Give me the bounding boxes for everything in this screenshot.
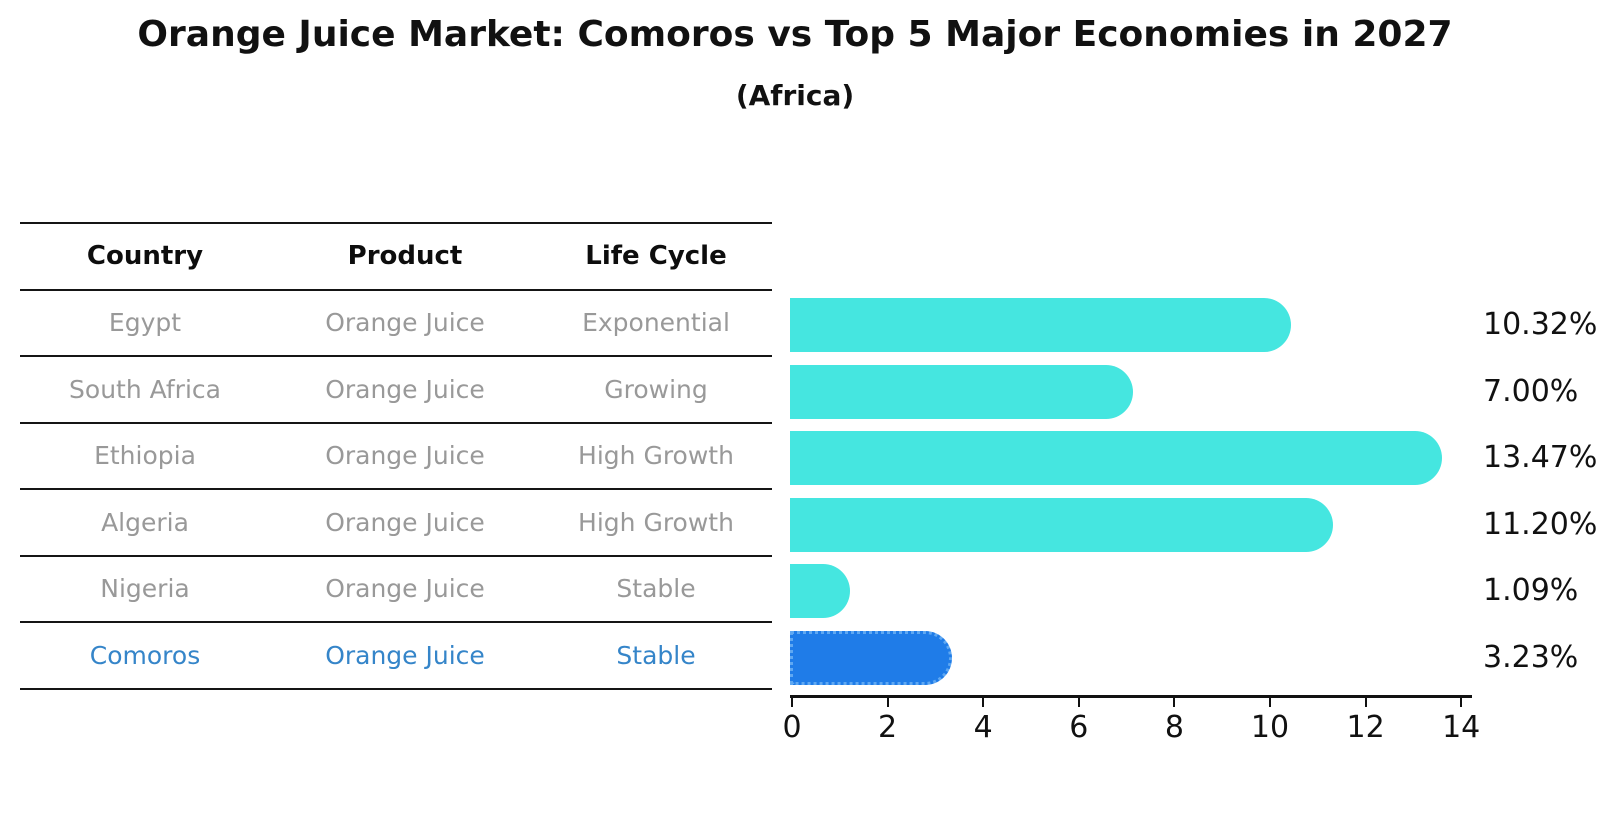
bar [790, 497, 1334, 552]
table-row: Comoros Orange Juice Stable [20, 623, 772, 690]
bar-highlight-comoros [790, 631, 953, 685]
bar [790, 431, 1442, 486]
value-label: 10.32% [1483, 307, 1598, 342]
x-axis-tick [791, 698, 793, 707]
table-cell: High Growth [578, 441, 734, 471]
value-label: 3.23% [1483, 640, 1579, 675]
table-cell: Comoros [89, 640, 201, 670]
x-axis-tick-label: 0 [782, 710, 802, 745]
x-axis-tick [1077, 698, 1080, 707]
x-axis-tick [982, 698, 985, 707]
table-cell: Orange Juice [325, 374, 485, 404]
x-axis-tick-label: 12 [1346, 710, 1385, 745]
table-cell: Growing [604, 374, 708, 404]
table-cell: Orange Juice [325, 640, 485, 670]
country-table: Country Product Life Cycle Egypt Orange Juic… [20, 222, 772, 690]
table-cell: Orange Juice [325, 507, 485, 537]
table-cell: South Africa [69, 374, 221, 404]
value-label: 7.00% [1483, 373, 1579, 409]
x-axis-tick-label: 10 [1250, 710, 1290, 745]
value-label: 11.20% [1483, 506, 1598, 542]
table-cell: Algeria [101, 507, 189, 537]
bar [790, 364, 1133, 419]
bar [790, 564, 851, 619]
x-axis-tick-label: 14 [1442, 710, 1481, 745]
table-cell: Ethiopia [94, 441, 196, 471]
x-axis-tick [1364, 698, 1367, 707]
x-axis-tick-label: 6 [1069, 710, 1089, 745]
table-cell: Stable [616, 640, 696, 670]
table-row: Ethiopia Orange Juice High Growth [20, 424, 772, 490]
table-row: Egypt Orange Juice Exponential [20, 291, 772, 357]
x-axis-tick-label: 8 [1164, 710, 1184, 745]
table-header-row: Country Product Life Cycle [20, 224, 772, 291]
bar [790, 298, 1292, 352]
table-cell: Stable [616, 574, 696, 604]
table-cell: Egypt [108, 308, 182, 338]
table-row: Nigeria Orange Juice Stable [20, 557, 772, 623]
x-axis-tick-label: 2 [878, 710, 898, 745]
x-axis-tick [1269, 698, 1271, 707]
table-row: South Africa Orange Juice Growing [20, 357, 772, 424]
column-header: Product [347, 241, 463, 272]
table-cell: Nigeria [100, 574, 190, 604]
table-cell: Exponential [582, 308, 730, 338]
table-cell: High Growth [578, 507, 734, 537]
chart-title: Orange Juice Market: Comoros vs Top 5 Ma… [137, 14, 1453, 55]
chart-subtitle: (Africa) [735, 79, 855, 112]
x-axis-tick-label: 4 [973, 710, 993, 745]
x-axis-tick [886, 698, 889, 707]
value-label: 1.09% [1483, 573, 1579, 609]
x-axis-tick [1460, 698, 1463, 707]
column-header: Life Cycle [585, 241, 727, 272]
column-header: Country [86, 241, 204, 272]
value-label: 13.47% [1483, 440, 1598, 476]
table-cell: Orange Juice [325, 308, 485, 338]
x-axis-tick [1173, 698, 1176, 707]
table-cell: Orange Juice [325, 441, 485, 471]
x-axis-line [790, 695, 1472, 698]
table-row: Algeria Orange Juice High Growth [20, 490, 772, 557]
table-cell: Orange Juice [325, 574, 485, 604]
